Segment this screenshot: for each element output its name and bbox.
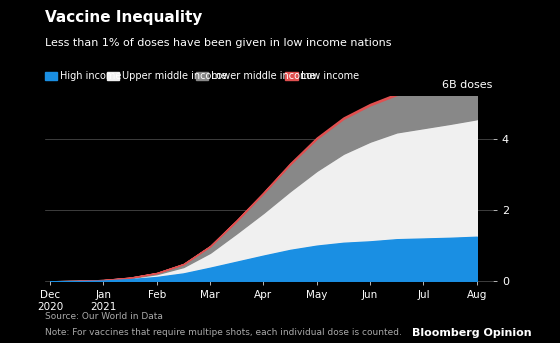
Text: Source: Our World in Data: Source: Our World in Data bbox=[45, 312, 162, 321]
Text: Lower middle income: Lower middle income bbox=[211, 71, 316, 81]
Text: Note: For vaccines that require multipe shots, each individual dose is counted.: Note: For vaccines that require multipe … bbox=[45, 328, 402, 337]
Text: 6B doses: 6B doses bbox=[442, 81, 493, 91]
Text: High income: High income bbox=[60, 71, 122, 81]
Text: Bloomberg Opinion: Bloomberg Opinion bbox=[412, 328, 532, 338]
Text: Upper middle income: Upper middle income bbox=[122, 71, 226, 81]
Text: Vaccine Inequality: Vaccine Inequality bbox=[45, 10, 202, 25]
Text: Low income: Low income bbox=[301, 71, 359, 81]
Text: Less than 1% of doses have been given in low income nations: Less than 1% of doses have been given in… bbox=[45, 38, 391, 48]
